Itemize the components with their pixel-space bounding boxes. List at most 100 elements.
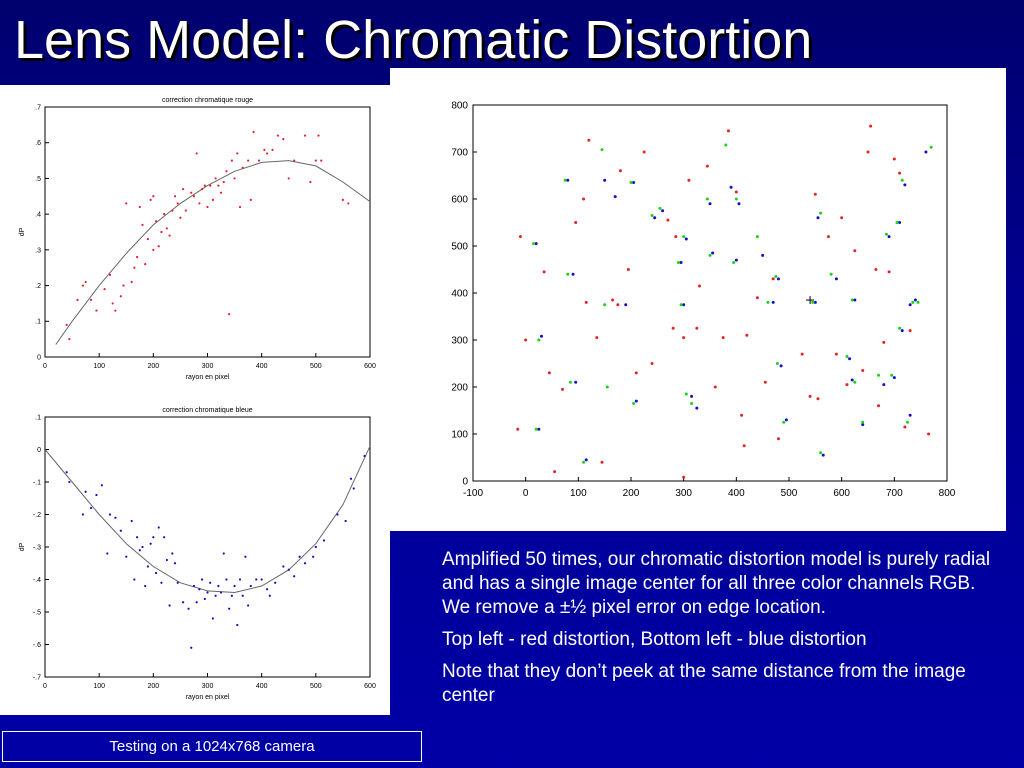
red-point — [89, 298, 93, 301]
description-paragraph-1: Amplified 50 times, our chromatic distor… — [442, 549, 991, 618]
fit-curve — [55, 160, 371, 345]
blue-distortion-plot: 0 100 200 300 400 500 600 -.7 -.6 -.5 -.4 -.3 -.2 -.1… — [19, 407, 376, 701]
blue-point — [190, 646, 193, 649]
blue-point — [539, 334, 543, 338]
blue-point — [761, 253, 765, 257]
blue-point — [165, 558, 168, 562]
blue-point — [298, 555, 301, 558]
y-tick-label: .6 — [35, 140, 41, 147]
green-point — [682, 235, 686, 239]
green-point — [582, 460, 586, 464]
red-point — [165, 227, 168, 230]
red-point — [184, 209, 187, 212]
y-tick-label: .4 — [35, 212, 41, 219]
red-point — [634, 371, 638, 375]
x-tick-label: 400 — [256, 363, 268, 370]
green-point — [605, 385, 609, 389]
blue-point — [206, 591, 209, 594]
red-point — [228, 313, 231, 316]
red-point — [695, 326, 699, 330]
blue-point — [624, 303, 628, 307]
green-point — [600, 148, 604, 152]
red-point — [518, 235, 522, 239]
red-point — [265, 152, 269, 155]
red-point — [626, 268, 630, 271]
blue-point — [106, 552, 109, 555]
blue-point — [130, 519, 133, 523]
blue-point — [613, 195, 617, 199]
blue-point — [784, 418, 788, 422]
slide-title: Lens Model: Chromatic Distortion — [14, 10, 813, 70]
green-point — [679, 303, 683, 307]
green-point — [732, 260, 736, 264]
y-tick-label: .5 — [35, 176, 41, 183]
y-tick-label: 100 — [451, 430, 468, 441]
red-point — [574, 221, 578, 224]
red-point — [293, 159, 296, 162]
red-point — [154, 220, 158, 223]
red-point — [840, 216, 844, 220]
red-point — [697, 284, 701, 288]
green-point — [890, 373, 894, 377]
x-axis-label: rayon en pixel — [186, 374, 230, 381]
red-point — [721, 336, 725, 340]
blue-point — [149, 542, 152, 545]
blue-point — [244, 555, 247, 558]
blue-point — [195, 601, 198, 604]
green-point — [850, 298, 854, 302]
blue-point — [322, 539, 326, 542]
x-tick-label: 300 — [202, 363, 214, 370]
blue-point — [813, 300, 817, 304]
blue-point — [114, 516, 117, 519]
red-point — [892, 157, 896, 161]
y-axis-label: dP — [19, 542, 26, 551]
red-point — [95, 309, 98, 312]
blue-point — [238, 578, 242, 581]
blue-point — [352, 487, 355, 490]
x-tick-label: 800 — [939, 488, 956, 499]
green-point — [568, 380, 572, 384]
y-tick-label: -.1 — [33, 479, 41, 486]
red-point — [834, 352, 838, 356]
blue-point — [661, 209, 665, 213]
red-point — [309, 180, 312, 184]
green-point — [895, 221, 899, 224]
blue-point — [363, 454, 366, 458]
y-tick-label: .3 — [35, 247, 41, 254]
blue-point — [255, 578, 258, 581]
red-point — [209, 184, 212, 187]
green-point — [534, 427, 538, 431]
chart-title: correction chromatique bleue — [162, 407, 252, 414]
green-point — [705, 197, 709, 201]
red-point — [238, 205, 242, 209]
y-axis-label: dP — [19, 227, 26, 236]
red-point — [173, 195, 177, 198]
red-point — [214, 177, 217, 180]
blue-point — [217, 584, 220, 588]
blue-point — [344, 519, 347, 523]
blue-point — [249, 584, 252, 588]
blue-point — [282, 565, 285, 568]
blue-point — [287, 568, 290, 571]
blue-point — [219, 591, 223, 594]
blue-point — [821, 453, 825, 457]
red-point — [642, 150, 646, 154]
red-point — [553, 470, 557, 474]
red-point — [138, 205, 141, 209]
green-point — [563, 178, 567, 182]
y-tick-label: 0 — [37, 447, 41, 454]
red-point — [666, 218, 670, 222]
blue-point — [152, 536, 155, 539]
red-point — [671, 326, 675, 330]
blue-point — [265, 588, 269, 591]
red-point — [276, 134, 280, 137]
y-tick-label: 0 — [37, 354, 41, 361]
red-point — [771, 277, 775, 281]
blue-point — [274, 581, 277, 584]
red-point — [582, 197, 586, 201]
x-tick-label: 100 — [93, 363, 105, 370]
green-point — [829, 272, 833, 276]
y-tick-label: -.5 — [33, 609, 41, 616]
green-point — [916, 300, 920, 304]
red-point — [808, 394, 812, 398]
